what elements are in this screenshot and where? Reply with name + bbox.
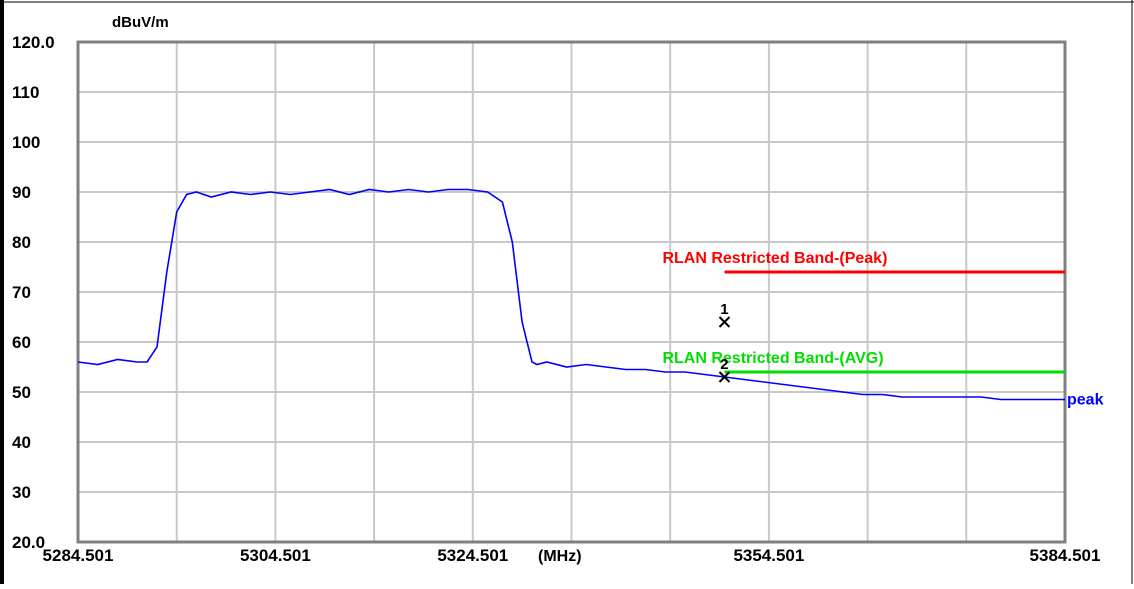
y-tick-label: 110 <box>12 83 39 102</box>
marker: 2 <box>718 356 731 383</box>
series-line <box>77 188 1065 401</box>
y-tick-label: 90 <box>12 183 31 202</box>
marker-cross-stroke <box>718 371 731 383</box>
series-label: peak <box>1067 392 1104 409</box>
plot-area-border <box>76 40 1067 544</box>
marker: 1 <box>718 301 731 328</box>
y-tick-label: 20.0 <box>12 533 45 552</box>
x-tick-label: 5304.501 <box>240 546 311 565</box>
y-tick-label: 70 <box>12 283 31 302</box>
marker-label: 2 <box>720 356 728 373</box>
x-tick-label: 5284.501 <box>43 546 114 565</box>
x-tick-label: 5384.501 <box>1030 546 1101 565</box>
y-tick-label: 50 <box>12 383 31 402</box>
y-tick-label: 120.0 <box>12 33 55 52</box>
limit-line-label: RLAN Restricted Band-(AVG) <box>662 350 883 367</box>
x-axis-ticks: 5284.501 5304.501 5324.501 5354.501 5384.501 <box>43 546 1101 565</box>
y-tick-label: 40 <box>12 433 31 452</box>
grid <box>78 42 1065 542</box>
limit-line-label: RLAN Restricted Band-(Peak) <box>662 250 887 267</box>
y-tick-label: 100 <box>12 133 40 152</box>
y-tick-label: 30 <box>12 483 31 502</box>
y-axis-unit: dBuV/m <box>112 14 169 31</box>
x-axis-unit: (MHz) <box>538 548 582 565</box>
y-axis-ticks: 120.0 110 100 90 80 70 60 50 40 30 20.0 <box>12 33 55 552</box>
x-tick-label: 5324.501 <box>437 546 508 565</box>
marker-label: 1 <box>720 301 728 318</box>
limit-lines: RLAN Restricted Band-(Peak) RLAN Restrict… <box>662 250 1065 374</box>
x-tick-label: 5354.501 <box>733 546 804 565</box>
series-group: peak <box>77 188 1104 409</box>
markers: 12 <box>718 301 731 383</box>
marker-cross-stroke <box>718 316 731 328</box>
y-tick-label: 80 <box>12 233 31 252</box>
y-tick-label: 60 <box>12 333 31 352</box>
